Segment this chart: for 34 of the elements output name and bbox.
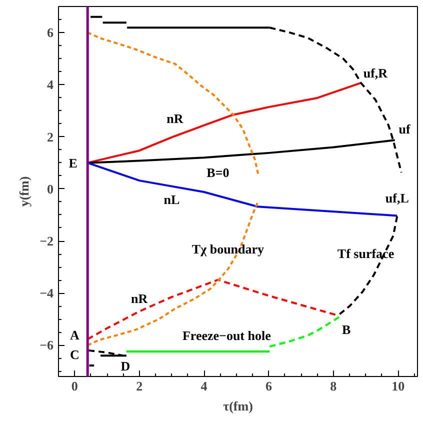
x-axis-title: τ(fm) xyxy=(223,398,253,414)
x-tick-label: 6 xyxy=(265,378,272,394)
x-tick-label: 4 xyxy=(200,378,208,394)
annotation: nR xyxy=(166,111,184,126)
annotation: uf xyxy=(398,121,412,136)
annotation: B xyxy=(342,322,352,338)
x-tick-label: 10 xyxy=(392,378,405,394)
annotation: Freeze−out hole xyxy=(182,328,272,343)
annotation: uf,R xyxy=(363,65,388,80)
line-series xyxy=(268,316,341,348)
line-series xyxy=(86,82,362,164)
x-tick-label: 0 xyxy=(71,378,78,394)
annotation: Tf surface xyxy=(337,246,394,262)
annotation: A xyxy=(70,327,80,342)
y-tick-label: −6 xyxy=(40,338,54,353)
y-axis-title: y(fm) xyxy=(16,176,32,207)
annotation: C xyxy=(70,346,80,362)
x-tick-label: 2 xyxy=(136,378,143,394)
y-tick-label: 4 xyxy=(47,77,54,92)
x-tick-label: 8 xyxy=(330,378,338,394)
annotation: nR xyxy=(131,290,148,306)
annotation: uf,L xyxy=(385,190,410,206)
line-series xyxy=(337,215,398,316)
line-series xyxy=(86,278,338,340)
annotation: nL xyxy=(164,192,180,207)
y-tick-label: −4 xyxy=(40,286,54,301)
y-tick-label: 2 xyxy=(47,129,54,144)
annotation: B=0 xyxy=(206,164,230,180)
y-tick-label: −2 xyxy=(40,234,54,249)
y-tick-label: 0 xyxy=(47,181,54,196)
annotation: D xyxy=(120,358,130,374)
y-tick-label: 6 xyxy=(47,25,54,40)
annotation: E xyxy=(68,155,78,170)
annotation: Tχ boundary xyxy=(192,241,265,256)
